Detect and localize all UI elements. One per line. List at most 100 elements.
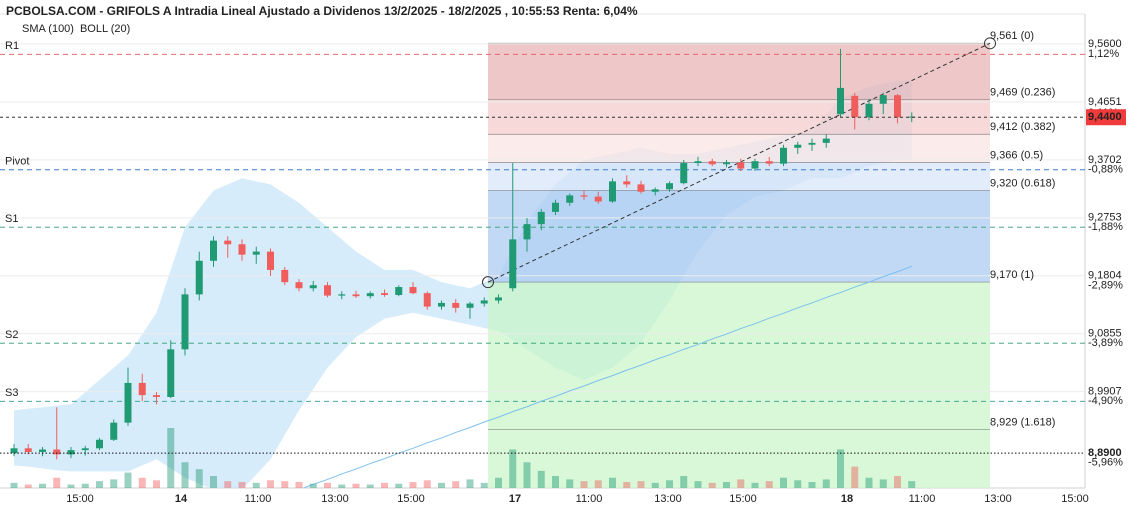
x-tick-label: 11:00 xyxy=(909,493,936,505)
fib-label: 8,929 (1.618) xyxy=(990,416,1055,428)
y-tick-label: 9,0855 xyxy=(1088,328,1122,340)
volume-bar xyxy=(651,482,659,488)
y-tick-label: 9,5600 xyxy=(1088,38,1122,50)
y-tick-label: 9,3702 xyxy=(1088,154,1122,166)
volume-bar xyxy=(110,479,118,488)
candle-body xyxy=(666,183,673,190)
volume-bar xyxy=(609,477,616,488)
volume-bar xyxy=(523,462,531,488)
candle-body xyxy=(837,87,844,115)
volume-bar xyxy=(566,479,574,488)
volume-bar xyxy=(623,482,631,488)
candle-body xyxy=(423,293,431,307)
volume-bar xyxy=(908,481,916,488)
volume-bar xyxy=(409,482,417,488)
x-tick-label: 11:00 xyxy=(245,493,272,505)
candle-body xyxy=(110,422,118,440)
volume-bar xyxy=(865,477,873,488)
fib-zone xyxy=(488,134,990,163)
fib-zone xyxy=(488,282,990,430)
candle-body xyxy=(96,439,103,449)
x-tick-label: 13:00 xyxy=(984,493,1012,505)
volume-bar xyxy=(737,479,745,488)
candle-body xyxy=(238,244,246,255)
fib-zone xyxy=(488,429,990,488)
candle-body xyxy=(808,142,816,145)
volume-bar xyxy=(794,480,802,488)
pivot-label: Pivot xyxy=(5,156,29,168)
current-price-label: 9,4400 xyxy=(1088,111,1122,123)
volume-bar xyxy=(395,483,403,488)
candle-body xyxy=(609,181,616,202)
y-tick-label: 9,2753 xyxy=(1088,212,1122,224)
x-tick-label: 13:00 xyxy=(654,493,682,505)
candle-body xyxy=(651,189,659,192)
volume-bar xyxy=(480,482,488,488)
candle-body xyxy=(53,449,61,455)
volume-bar xyxy=(210,476,217,488)
candle-body xyxy=(252,251,260,255)
percent-label: -2,89% xyxy=(1088,280,1123,292)
x-tick-label: 15:00 xyxy=(397,493,425,505)
legend-entry: BOLL (20) xyxy=(80,23,130,35)
candle-body xyxy=(324,285,331,296)
volume-bar xyxy=(723,482,730,488)
fib-zone xyxy=(488,43,990,100)
volume-bar xyxy=(281,481,289,488)
volume-bar xyxy=(224,481,232,488)
volume-bar xyxy=(366,484,374,488)
pivot-label: S2 xyxy=(5,329,18,341)
fib-label: 9,366 (0.5) xyxy=(990,149,1043,161)
candle-body xyxy=(879,95,887,104)
x-tick-label: 11:00 xyxy=(576,493,603,505)
candle-body xyxy=(708,161,716,165)
candle-body xyxy=(309,285,317,289)
candle-body xyxy=(124,382,132,423)
candle-body xyxy=(438,302,445,307)
candle-body xyxy=(409,287,417,294)
volume-bar xyxy=(295,482,303,488)
volume-bar xyxy=(837,449,844,488)
pivot-label: R1 xyxy=(5,40,19,52)
volume-bar xyxy=(138,477,146,488)
candle-body xyxy=(537,211,545,225)
candle-body xyxy=(694,161,702,164)
fib-label: 9,170 (1) xyxy=(990,269,1034,281)
volume-bar xyxy=(537,470,545,488)
volume-bar xyxy=(67,484,75,488)
reference-label: 8,8900 xyxy=(1088,447,1122,459)
chart-title: PCBOLSA.COM - GRIFOLS A Intradia Lineal … xyxy=(6,4,638,18)
plot-area xyxy=(0,37,1085,488)
sma-line xyxy=(302,265,912,488)
volume-bar xyxy=(680,476,688,488)
percent-label: -5,96% xyxy=(1088,456,1123,468)
x-tick-label: 17 xyxy=(509,493,521,505)
axes: 9,561 (0) 9,469 (0.236) 9,412 (0.382) 9,366… xyxy=(5,23,1126,505)
x-tick-label: 15:00 xyxy=(729,493,757,505)
fib-label: 9,412 (0.382) xyxy=(990,121,1055,133)
candle-body xyxy=(466,303,474,308)
candle-body xyxy=(865,103,873,118)
volume-bar xyxy=(10,482,18,488)
candle-body xyxy=(580,195,588,197)
candle-body xyxy=(765,161,773,164)
x-tick-label: 15:00 xyxy=(66,493,94,505)
candle-body xyxy=(495,297,502,301)
candle-body xyxy=(509,239,517,289)
volume-bar xyxy=(637,481,645,488)
candle-body xyxy=(352,294,360,297)
candle-body xyxy=(295,282,303,289)
candle-body xyxy=(153,395,160,397)
candle-body xyxy=(81,448,89,451)
volume-bar xyxy=(96,481,103,488)
fib-anchor xyxy=(984,37,996,50)
candle-body xyxy=(723,162,730,165)
volume-bar xyxy=(195,469,203,488)
volume-bar xyxy=(181,462,189,488)
candle-body xyxy=(39,449,46,452)
volume-bar xyxy=(423,480,431,488)
volume-bar xyxy=(452,481,460,488)
current-price-box xyxy=(1086,109,1126,126)
